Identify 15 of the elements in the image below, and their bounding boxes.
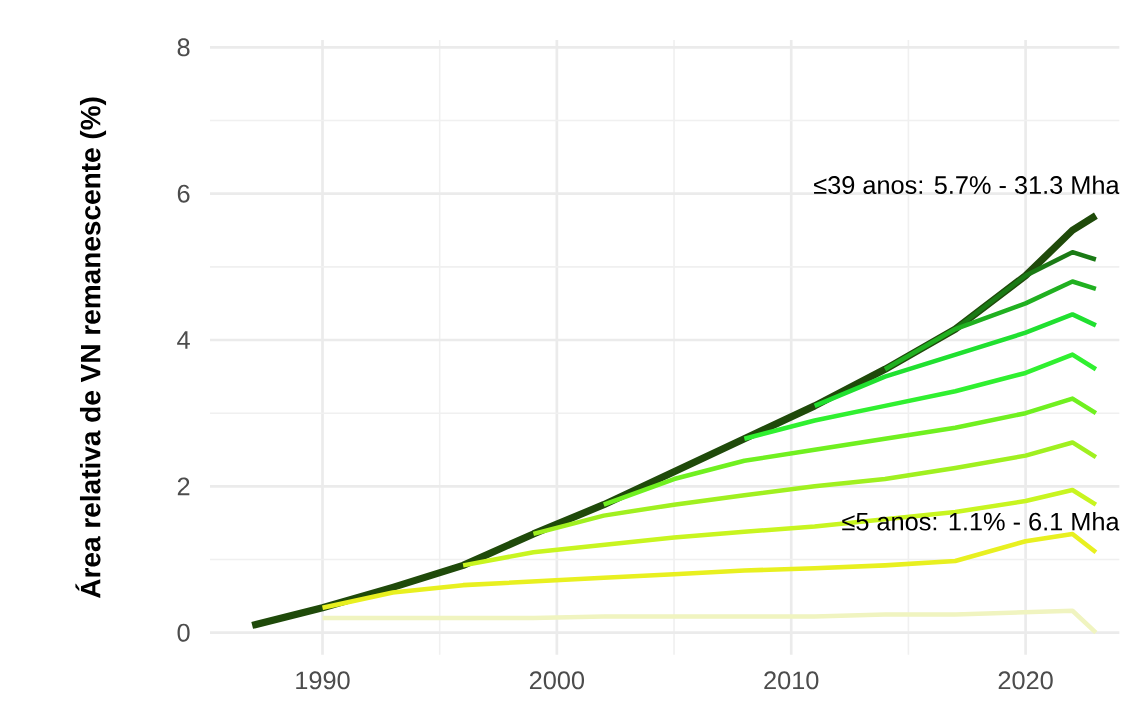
x-tick-label: 2020 — [998, 671, 1053, 690]
y-tick-label: 0 — [177, 623, 190, 642]
y-tick-label: 2 — [177, 477, 190, 496]
line-series — [742, 352, 1099, 442]
annotation: ≤5 anos: 1.1% - 6.1 Mha — [842, 512, 1120, 531]
y-tick-label: 6 — [177, 184, 190, 203]
line-series — [882, 279, 1099, 372]
y-axis-title: Área relativa de VN remanescente (%) — [75, 97, 107, 598]
x-tick-label: 2010 — [764, 671, 819, 690]
x-tick-label: 1990 — [296, 671, 350, 690]
y-tick-label: 4 — [177, 331, 190, 349]
y-tick-label: 8 — [177, 38, 190, 57]
x-tick-label: 2000 — [529, 671, 585, 690]
line-series — [601, 396, 1099, 507]
annotation: ≤39 anos: 5.7% - 31.3 Mha — [814, 175, 1120, 195]
